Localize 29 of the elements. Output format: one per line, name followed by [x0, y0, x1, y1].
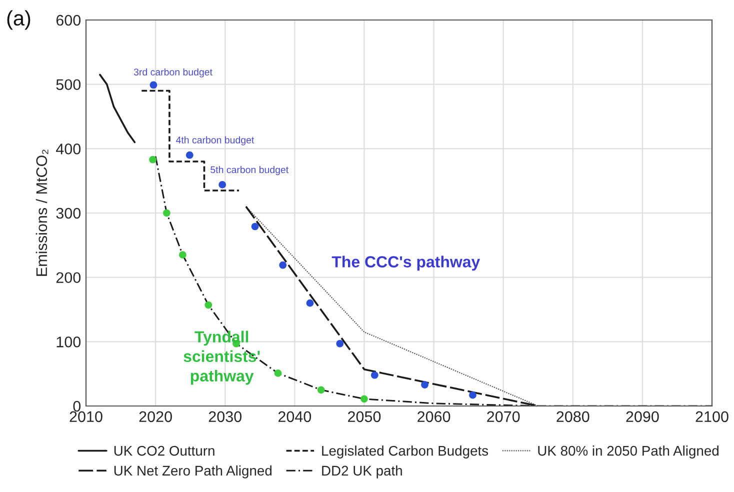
x-tick-label: 2090: [626, 411, 659, 422]
y-tick-label: 100: [56, 336, 81, 348]
x-tick-label: 2070: [487, 411, 520, 422]
annotation: Tyndall scientists' pathway: [184, 330, 260, 385]
y-tick-label: 400: [56, 144, 81, 154]
legend-label: UK 80% in 2050 Path Aligned: [538, 446, 718, 458]
x-tick-label: 2080: [556, 411, 590, 422]
y-tick-label: 600: [56, 14, 81, 26]
annotation: 5th carbon budget: [210, 166, 289, 176]
x-tick-label: 2060: [418, 411, 450, 422]
x-tick-label: 2020: [139, 411, 172, 422]
annotation: 4th carbon budget: [176, 136, 254, 146]
x-tick-label: 2100: [696, 411, 728, 422]
y-tick-label: 300: [56, 208, 81, 219]
x-tick-label: 2030: [208, 411, 242, 422]
legend-label: Legislated Carbon Budgets: [322, 446, 488, 458]
annotation: The CCC's pathway: [332, 256, 480, 271]
legend-label: UK CO2 Outturn: [114, 446, 214, 456]
legend-label: UK Net Zero Path Aligned: [114, 465, 272, 478]
annotation: 3rd carbon budget: [134, 68, 212, 78]
x-tick-label: 2040: [278, 411, 312, 422]
legend-label: DD2 UK path: [322, 465, 402, 478]
y-tick-label: 0: [73, 400, 81, 412]
x-tick-label: 2010: [70, 411, 102, 422]
x-tick-label: 2050: [348, 411, 381, 422]
text: (a): [7, 10, 30, 30]
y-axis-title: Emissions / MtCO₂: [36, 150, 48, 276]
y-tick-label: 200: [56, 272, 81, 284]
y-tick-label: 500: [56, 79, 81, 90]
